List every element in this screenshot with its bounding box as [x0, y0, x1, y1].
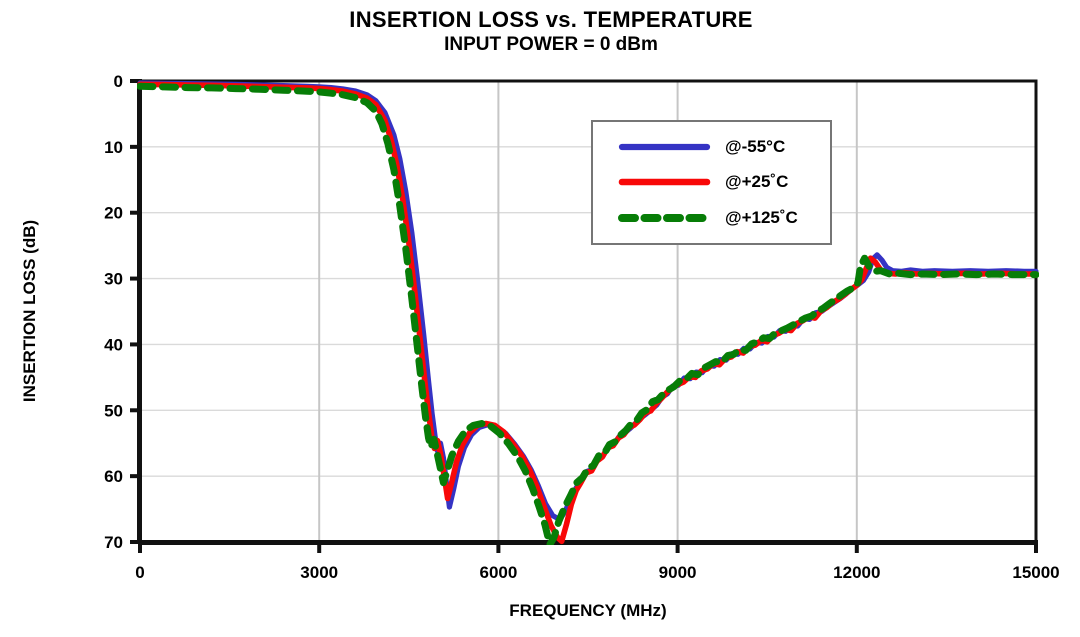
legend-item-plus-125C: @+125˚C	[616, 208, 826, 228]
x-tick-label: 12000	[833, 563, 880, 582]
legend-label-minus-55C: @-55°C	[725, 136, 786, 156]
legend-label-plus-25C: @+25˚C	[725, 172, 789, 192]
x-tick-label: 0	[135, 563, 144, 582]
legend-label-plus-125C: @+125˚C	[725, 208, 798, 228]
x-tick-label: 9000	[659, 563, 697, 582]
legend-line-sample-plus-125C	[618, 214, 711, 223]
x-axis-title: FREQUENCY (MHz)	[509, 601, 667, 620]
legend-line-sample-minus-55C	[618, 143, 711, 150]
chart-subtitle: INPUT POWER = 0 dBm	[444, 34, 658, 55]
series-line-2	[137, 82, 1039, 545]
chart-title: INSERTION LOSS vs. TEMPERATURE	[349, 7, 753, 32]
legend-box: @-55°C @+25˚C @+125˚C	[591, 120, 832, 245]
x-tick-label: 6000	[479, 563, 517, 582]
legend-item-minus-55C: @-55°C	[616, 137, 826, 157]
y-tick-label: 30	[104, 270, 123, 289]
y-tick-label: 40	[104, 335, 123, 354]
y-tick-label: 50	[104, 401, 123, 420]
legend-line-sample-plus-25C	[618, 179, 711, 186]
x-tick-label: 3000	[300, 563, 338, 582]
y-tick-label: 60	[104, 467, 123, 486]
y-tick-label: 20	[104, 204, 123, 223]
y-tick-label: 10	[104, 138, 123, 157]
y-tick-label: 0	[114, 72, 123, 91]
series-line-0	[137, 80, 1039, 523]
x-tick-label: 15000	[1012, 563, 1059, 582]
legend-item-plus-25C: @+25˚C	[616, 172, 826, 192]
y-tick-label: 70	[104, 533, 123, 552]
